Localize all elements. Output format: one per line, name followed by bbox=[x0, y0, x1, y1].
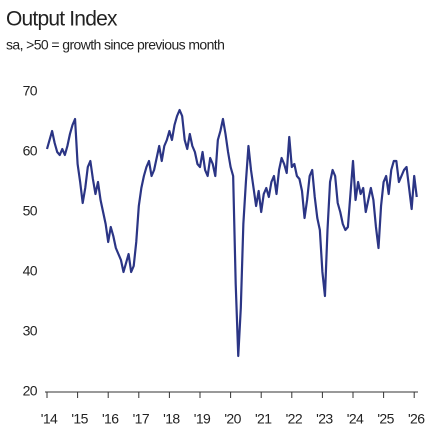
x-tick-label: '15 bbox=[71, 411, 88, 427]
x-tick-label: '26 bbox=[408, 411, 425, 427]
data-line bbox=[45, 108, 418, 358]
y-tick-label: 40 bbox=[23, 263, 38, 279]
y-tick-label: 50 bbox=[23, 203, 38, 219]
x-tick-label: '24 bbox=[347, 411, 364, 427]
x-tick-label: '23 bbox=[316, 411, 333, 427]
y-tick-label: 70 bbox=[23, 83, 38, 99]
chart-title: Output Index bbox=[6, 8, 118, 31]
x-tick-label: '14 bbox=[41, 411, 58, 427]
x-tick-label: '21 bbox=[255, 411, 272, 427]
x-tick-label: '16 bbox=[102, 411, 119, 427]
x-tick-label: '22 bbox=[286, 411, 303, 427]
x-tick-label: '19 bbox=[194, 411, 211, 427]
x-tick-label: '25 bbox=[377, 411, 394, 427]
x-tick-label: '18 bbox=[163, 411, 180, 427]
y-tick-label: 20 bbox=[23, 383, 38, 399]
x-tick-label: '20 bbox=[224, 411, 241, 427]
y-tick-label: 60 bbox=[23, 143, 38, 159]
x-tick-label: '17 bbox=[133, 411, 150, 427]
chart-subtitle: sa, >50 = growth since previous month bbox=[6, 37, 224, 53]
y-tick-label: 30 bbox=[23, 323, 38, 339]
